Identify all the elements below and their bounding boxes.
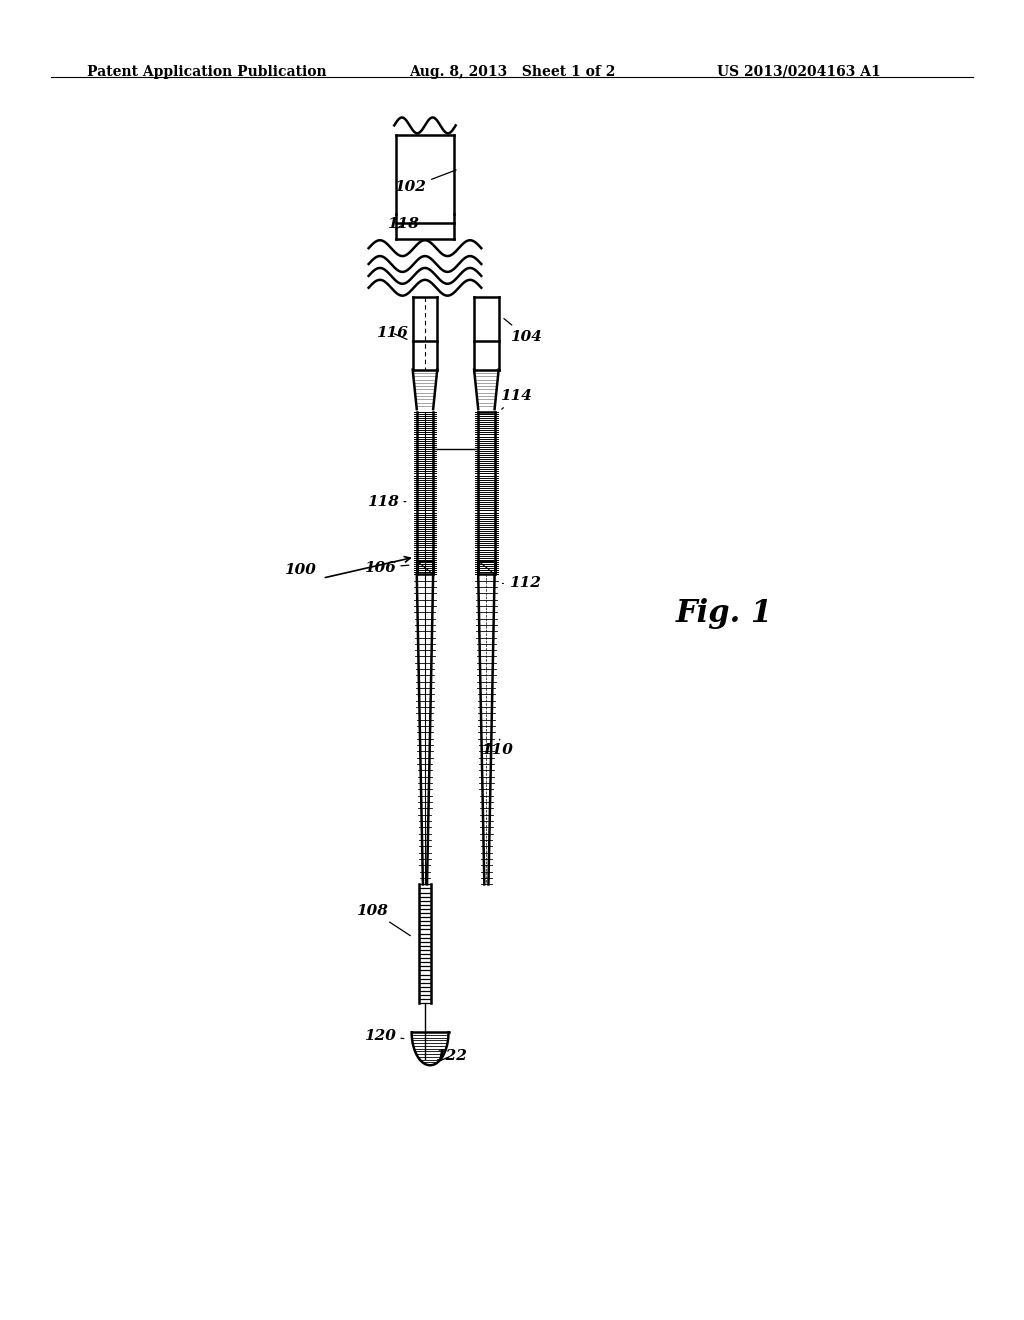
Text: 122: 122	[435, 1049, 467, 1063]
Text: 116: 116	[376, 326, 408, 339]
Polygon shape	[412, 1032, 449, 1065]
Text: 100: 100	[284, 564, 315, 577]
Text: 118: 118	[367, 495, 406, 508]
Text: Aug. 8, 2013   Sheet 1 of 2: Aug. 8, 2013 Sheet 1 of 2	[410, 65, 616, 79]
Text: 112: 112	[503, 577, 541, 590]
Text: 110: 110	[481, 739, 513, 756]
Text: 108: 108	[356, 904, 411, 936]
Text: Patent Application Publication: Patent Application Publication	[87, 65, 327, 79]
Text: 114: 114	[500, 389, 531, 409]
Text: US 2013/0204163 A1: US 2013/0204163 A1	[717, 65, 881, 79]
Text: 106: 106	[364, 561, 409, 574]
Text: 120: 120	[364, 1030, 403, 1043]
Text: 118: 118	[387, 218, 419, 231]
Text: Fig. 1: Fig. 1	[676, 598, 773, 630]
Text: 102: 102	[394, 170, 456, 194]
Text: 104: 104	[504, 318, 542, 343]
